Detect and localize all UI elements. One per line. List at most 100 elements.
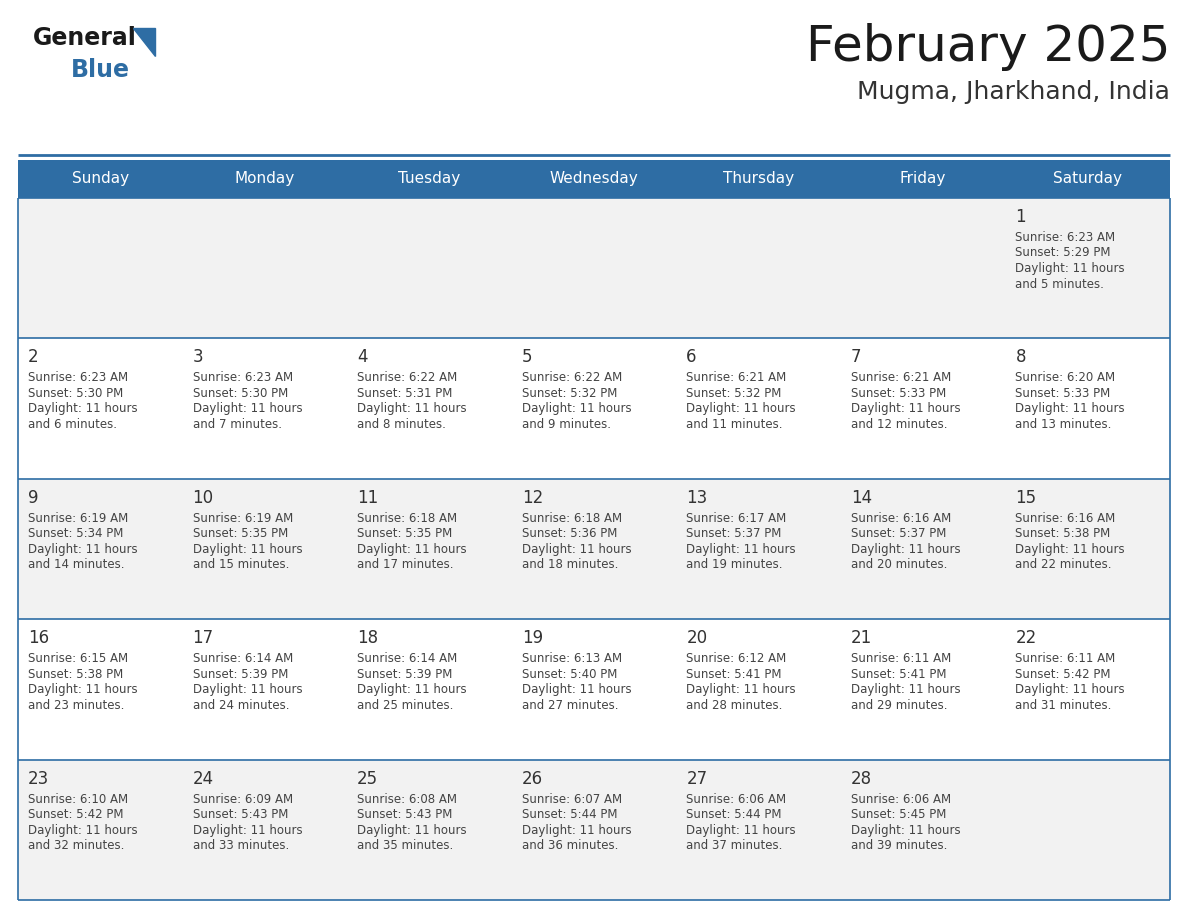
Text: and 12 minutes.: and 12 minutes. — [851, 418, 947, 431]
Text: Sunset: 5:44 PM: Sunset: 5:44 PM — [687, 808, 782, 821]
Bar — [18, 160, 1170, 198]
Text: and 33 minutes.: and 33 minutes. — [192, 839, 289, 852]
Text: Sunrise: 6:09 AM: Sunrise: 6:09 AM — [192, 792, 292, 806]
Text: and 23 minutes.: and 23 minutes. — [29, 699, 125, 711]
Text: Daylight: 11 hours: Daylight: 11 hours — [522, 683, 631, 696]
Text: Sunrise: 6:07 AM: Sunrise: 6:07 AM — [522, 792, 621, 806]
Text: and 20 minutes.: and 20 minutes. — [851, 558, 947, 571]
Text: 14: 14 — [851, 488, 872, 507]
Text: Sunset: 5:43 PM: Sunset: 5:43 PM — [192, 808, 287, 821]
Text: and 17 minutes.: and 17 minutes. — [358, 558, 454, 571]
Text: Daylight: 11 hours: Daylight: 11 hours — [358, 683, 467, 696]
Text: 28: 28 — [851, 769, 872, 788]
Text: Daylight: 11 hours: Daylight: 11 hours — [1016, 543, 1125, 555]
Text: Daylight: 11 hours: Daylight: 11 hours — [522, 402, 631, 416]
Text: and 7 minutes.: and 7 minutes. — [192, 418, 282, 431]
Text: Sunrise: 6:11 AM: Sunrise: 6:11 AM — [851, 652, 952, 666]
Text: Daylight: 11 hours: Daylight: 11 hours — [358, 823, 467, 836]
Text: and 29 minutes.: and 29 minutes. — [851, 699, 947, 711]
Text: and 35 minutes.: and 35 minutes. — [358, 839, 454, 852]
Text: Sunset: 5:43 PM: Sunset: 5:43 PM — [358, 808, 453, 821]
Text: Mugma, Jharkhand, India: Mugma, Jharkhand, India — [857, 80, 1170, 104]
Text: Sunset: 5:29 PM: Sunset: 5:29 PM — [1016, 247, 1111, 260]
Text: Daylight: 11 hours: Daylight: 11 hours — [1016, 683, 1125, 696]
Text: Sunrise: 6:21 AM: Sunrise: 6:21 AM — [687, 372, 786, 385]
Text: Daylight: 11 hours: Daylight: 11 hours — [851, 402, 960, 416]
Text: 4: 4 — [358, 349, 367, 366]
Text: Daylight: 11 hours: Daylight: 11 hours — [851, 823, 960, 836]
Text: Daylight: 11 hours: Daylight: 11 hours — [522, 823, 631, 836]
Text: Sunrise: 6:15 AM: Sunrise: 6:15 AM — [29, 652, 128, 666]
Text: 27: 27 — [687, 769, 707, 788]
Text: and 31 minutes.: and 31 minutes. — [1016, 699, 1112, 711]
Text: and 11 minutes.: and 11 minutes. — [687, 418, 783, 431]
Text: Daylight: 11 hours: Daylight: 11 hours — [29, 402, 138, 416]
Text: and 15 minutes.: and 15 minutes. — [192, 558, 289, 571]
Text: 23: 23 — [29, 769, 49, 788]
Text: Daylight: 11 hours: Daylight: 11 hours — [29, 543, 138, 555]
Text: Sunset: 5:41 PM: Sunset: 5:41 PM — [851, 667, 947, 681]
Text: Daylight: 11 hours: Daylight: 11 hours — [358, 543, 467, 555]
Text: Sunset: 5:42 PM: Sunset: 5:42 PM — [29, 808, 124, 821]
Text: 26: 26 — [522, 769, 543, 788]
Bar — [18, 479, 1170, 620]
Text: and 14 minutes.: and 14 minutes. — [29, 558, 125, 571]
Text: 16: 16 — [29, 629, 49, 647]
Text: Daylight: 11 hours: Daylight: 11 hours — [687, 683, 796, 696]
Text: 5: 5 — [522, 349, 532, 366]
Text: 9: 9 — [29, 488, 38, 507]
Text: Daylight: 11 hours: Daylight: 11 hours — [687, 543, 796, 555]
Text: Sunrise: 6:14 AM: Sunrise: 6:14 AM — [192, 652, 292, 666]
Text: 25: 25 — [358, 769, 378, 788]
Bar — [18, 198, 1170, 339]
Text: Saturday: Saturday — [1054, 172, 1123, 186]
Text: 13: 13 — [687, 488, 708, 507]
Text: Sunrise: 6:14 AM: Sunrise: 6:14 AM — [358, 652, 457, 666]
Text: Monday: Monday — [235, 172, 295, 186]
Text: Daylight: 11 hours: Daylight: 11 hours — [1016, 262, 1125, 275]
Text: 10: 10 — [192, 488, 214, 507]
Text: Sunrise: 6:20 AM: Sunrise: 6:20 AM — [1016, 372, 1116, 385]
Text: and 28 minutes.: and 28 minutes. — [687, 699, 783, 711]
Bar — [18, 339, 1170, 479]
Text: Daylight: 11 hours: Daylight: 11 hours — [687, 402, 796, 416]
Text: Daylight: 11 hours: Daylight: 11 hours — [29, 683, 138, 696]
Text: Sunrise: 6:21 AM: Sunrise: 6:21 AM — [851, 372, 952, 385]
Text: Sunset: 5:33 PM: Sunset: 5:33 PM — [851, 386, 946, 400]
Text: 6: 6 — [687, 349, 697, 366]
Text: and 39 minutes.: and 39 minutes. — [851, 839, 947, 852]
Text: Daylight: 11 hours: Daylight: 11 hours — [687, 823, 796, 836]
Text: Thursday: Thursday — [723, 172, 794, 186]
Text: Sunset: 5:38 PM: Sunset: 5:38 PM — [29, 667, 124, 681]
Bar — [18, 759, 1170, 900]
Text: Daylight: 11 hours: Daylight: 11 hours — [192, 402, 302, 416]
Text: 19: 19 — [522, 629, 543, 647]
Text: Friday: Friday — [901, 172, 947, 186]
Text: Daylight: 11 hours: Daylight: 11 hours — [192, 683, 302, 696]
Text: Sunset: 5:32 PM: Sunset: 5:32 PM — [522, 386, 617, 400]
Text: and 27 minutes.: and 27 minutes. — [522, 699, 618, 711]
Text: Sunrise: 6:22 AM: Sunrise: 6:22 AM — [358, 372, 457, 385]
Text: Sunday: Sunday — [71, 172, 128, 186]
Text: Sunrise: 6:23 AM: Sunrise: 6:23 AM — [29, 372, 128, 385]
Text: Sunset: 5:37 PM: Sunset: 5:37 PM — [687, 527, 782, 541]
Text: Sunrise: 6:12 AM: Sunrise: 6:12 AM — [687, 652, 786, 666]
Text: and 13 minutes.: and 13 minutes. — [1016, 418, 1112, 431]
Text: Sunset: 5:31 PM: Sunset: 5:31 PM — [358, 386, 453, 400]
Text: Daylight: 11 hours: Daylight: 11 hours — [851, 683, 960, 696]
Text: and 19 minutes.: and 19 minutes. — [687, 558, 783, 571]
Text: 11: 11 — [358, 488, 379, 507]
Text: 21: 21 — [851, 629, 872, 647]
Text: 7: 7 — [851, 349, 861, 366]
Text: Sunrise: 6:06 AM: Sunrise: 6:06 AM — [851, 792, 950, 806]
Text: Sunset: 5:35 PM: Sunset: 5:35 PM — [358, 527, 453, 541]
Text: 24: 24 — [192, 769, 214, 788]
Text: Sunset: 5:35 PM: Sunset: 5:35 PM — [192, 527, 287, 541]
Text: Sunset: 5:41 PM: Sunset: 5:41 PM — [687, 667, 782, 681]
Text: Sunrise: 6:10 AM: Sunrise: 6:10 AM — [29, 792, 128, 806]
Text: Sunrise: 6:18 AM: Sunrise: 6:18 AM — [522, 512, 621, 525]
Text: Sunset: 5:30 PM: Sunset: 5:30 PM — [29, 386, 124, 400]
Text: and 36 minutes.: and 36 minutes. — [522, 839, 618, 852]
Text: Sunset: 5:34 PM: Sunset: 5:34 PM — [29, 527, 124, 541]
Text: Tuesday: Tuesday — [398, 172, 461, 186]
